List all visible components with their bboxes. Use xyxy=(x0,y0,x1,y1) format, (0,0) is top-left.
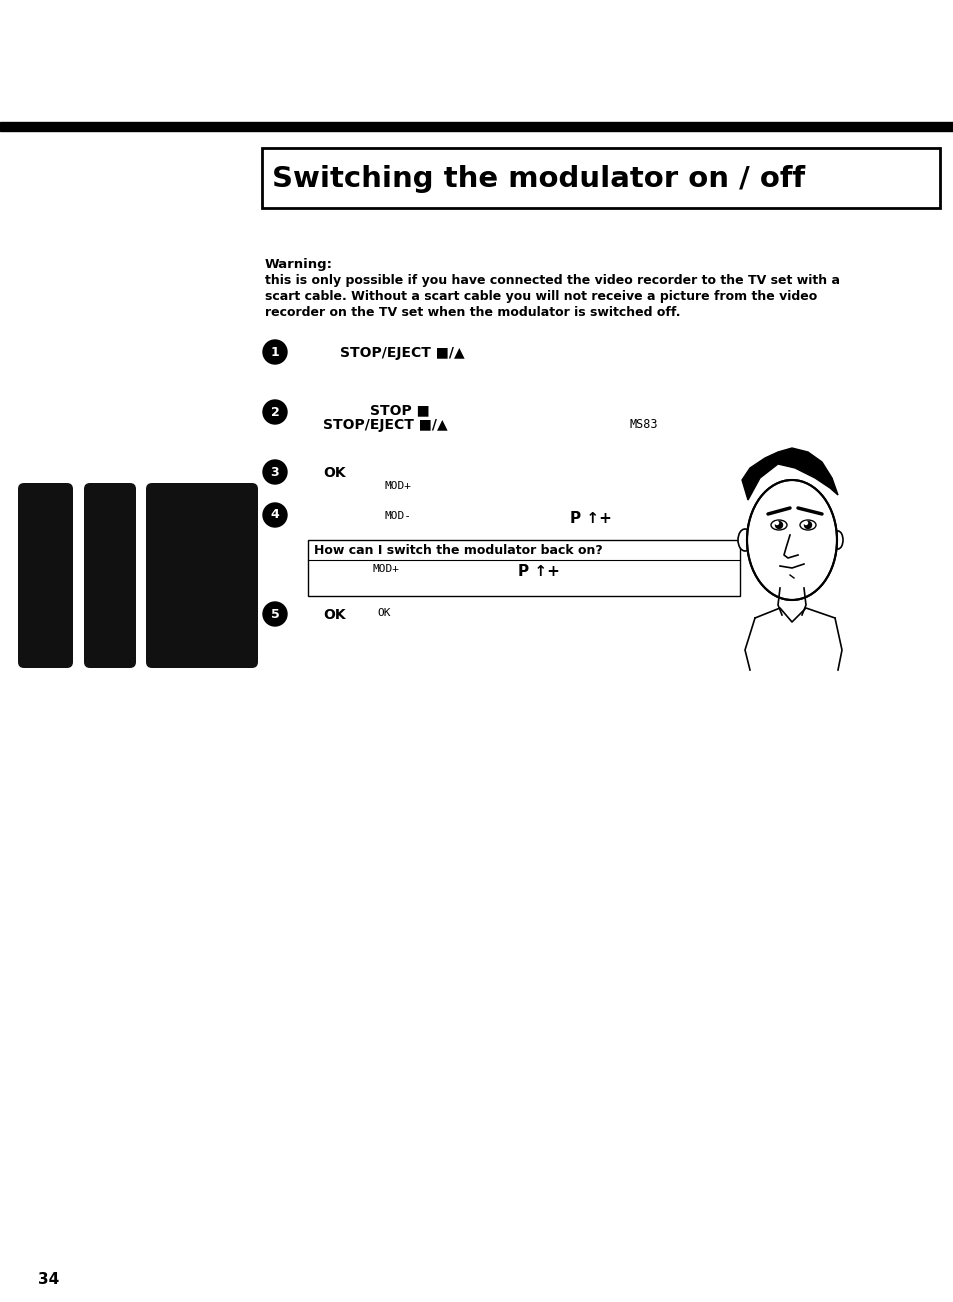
Text: OK: OK xyxy=(323,466,345,480)
Text: OK: OK xyxy=(323,608,345,622)
Text: scart cable. Without a scart cable you will not receive a picture from the video: scart cable. Without a scart cable you w… xyxy=(265,290,817,303)
Text: 34: 34 xyxy=(38,1272,59,1286)
Text: 1: 1 xyxy=(271,345,279,358)
Text: 3: 3 xyxy=(271,466,279,479)
Text: How can I switch the modulator back on?: How can I switch the modulator back on? xyxy=(314,544,602,557)
Circle shape xyxy=(263,400,287,424)
Circle shape xyxy=(263,460,287,484)
Text: MOD+: MOD+ xyxy=(373,564,399,574)
Text: STOP/EJECT ■/▲: STOP/EJECT ■/▲ xyxy=(339,346,464,359)
Bar xyxy=(308,540,740,596)
Polygon shape xyxy=(741,448,837,500)
Ellipse shape xyxy=(775,522,781,529)
Bar xyxy=(0,122,953,132)
Text: MOD-: MOD- xyxy=(385,510,412,521)
FancyBboxPatch shape xyxy=(146,483,257,668)
Text: MS83: MS83 xyxy=(629,418,658,431)
FancyBboxPatch shape xyxy=(18,483,73,668)
Text: recorder on the TV set when the modulator is switched off.: recorder on the TV set when the modulato… xyxy=(265,306,679,319)
Circle shape xyxy=(263,340,287,365)
Circle shape xyxy=(263,602,287,626)
Text: MOD+: MOD+ xyxy=(385,480,412,491)
Text: OK: OK xyxy=(376,608,390,618)
Ellipse shape xyxy=(770,519,786,530)
Text: STOP ■: STOP ■ xyxy=(370,404,429,417)
Text: Warning:: Warning: xyxy=(265,258,333,271)
Text: 2: 2 xyxy=(271,405,279,418)
Ellipse shape xyxy=(803,522,811,529)
Ellipse shape xyxy=(832,531,842,549)
Text: this is only possible if you have connected the video recorder to the TV set wit: this is only possible if you have connec… xyxy=(265,273,840,286)
Circle shape xyxy=(263,503,287,527)
Ellipse shape xyxy=(803,522,806,525)
Ellipse shape xyxy=(800,519,815,530)
Text: P ↑+: P ↑+ xyxy=(569,510,611,526)
Text: Switching the modulator on / off: Switching the modulator on / off xyxy=(272,165,804,193)
Ellipse shape xyxy=(746,480,836,600)
FancyBboxPatch shape xyxy=(84,483,136,668)
Text: P ↑+: P ↑+ xyxy=(517,564,559,579)
Ellipse shape xyxy=(738,529,751,551)
Bar xyxy=(262,148,939,208)
Text: STOP/EJECT ■/▲: STOP/EJECT ■/▲ xyxy=(323,418,447,432)
Ellipse shape xyxy=(775,522,778,525)
Text: 5: 5 xyxy=(271,608,279,621)
Text: 4: 4 xyxy=(271,509,279,522)
